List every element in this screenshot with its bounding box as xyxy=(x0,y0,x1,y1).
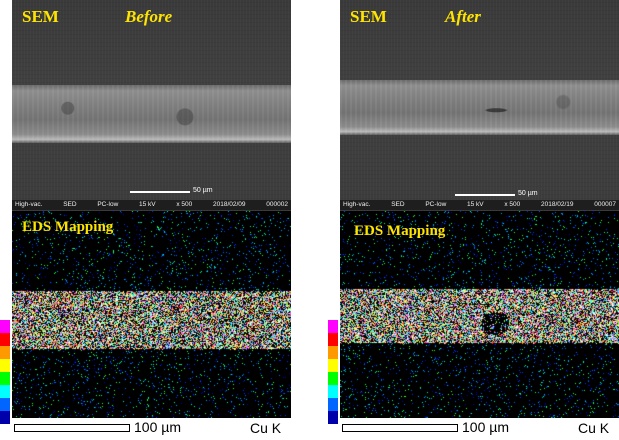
info-vacuum: High-vac. xyxy=(343,201,371,208)
info-date: 2018/02/19 xyxy=(541,201,574,208)
legend-swatch xyxy=(0,385,10,398)
info-voltage: 15 kV xyxy=(139,201,156,208)
legend-swatch xyxy=(328,411,338,424)
state-label-after: After xyxy=(445,7,481,26)
legend-swatch xyxy=(328,320,338,333)
eds-map-canvas-before xyxy=(12,211,291,418)
info-magnification: x 500 xyxy=(504,201,521,208)
element-label-before: Cu K xyxy=(250,420,282,436)
sem-info-bar-before: High-vac. SED PC-low 15 kV x 500 2018/02… xyxy=(12,200,291,210)
info-voltage: 15 kV xyxy=(467,201,484,208)
sem-scale-label-before: 50 µm xyxy=(193,187,213,194)
eds-map-canvas-after xyxy=(340,211,619,418)
info-vacuum: High-vac. xyxy=(15,201,43,208)
sem-label-before: SEM xyxy=(22,7,59,26)
legend-swatch xyxy=(328,398,338,411)
legend-swatch xyxy=(0,359,10,372)
info-mode: PC-low xyxy=(97,201,119,208)
info-date: 2018/02/09 xyxy=(213,201,246,208)
legend-swatch xyxy=(0,320,10,333)
legend-swatch xyxy=(328,333,338,346)
wire-after xyxy=(340,80,619,135)
color-legend-before xyxy=(0,320,10,424)
map-scalebar-after xyxy=(342,424,458,432)
legend-swatch xyxy=(0,346,10,359)
legend-swatch xyxy=(0,372,10,385)
legend-swatch xyxy=(328,359,338,372)
sem-info-bar-after: High-vac. SED PC-low 15 kV x 500 2018/02… xyxy=(340,200,619,210)
sem-image-before: SEM Before 50 µm High-vac. SED PC-low 15… xyxy=(12,0,291,211)
info-mode: PC-low xyxy=(425,201,447,208)
sem-label-after: SEM xyxy=(350,7,387,26)
wire-before xyxy=(12,85,291,143)
map-scalebar-before xyxy=(14,424,130,432)
element-label-after: Cu K xyxy=(578,420,610,436)
info-detector: SED xyxy=(63,201,77,208)
sem-scale-label-after: 50 µm xyxy=(518,190,538,197)
eds-map-after: EDS Mapping xyxy=(340,211,619,418)
legend-swatch xyxy=(328,372,338,385)
info-image-number: 000002 xyxy=(266,201,288,208)
eds-label-before: EDS Mapping xyxy=(22,219,114,235)
sem-scalebar-after xyxy=(455,194,515,196)
eds-label-after: EDS Mapping xyxy=(354,223,446,239)
legend-swatch xyxy=(328,346,338,359)
legend-swatch xyxy=(0,333,10,346)
state-label-before: Before xyxy=(125,7,173,26)
sem-image-after: SEM After 50 µm High-vac. SED PC-low 15 … xyxy=(340,0,619,211)
info-detector: SED xyxy=(391,201,405,208)
sem-scalebar-before xyxy=(130,191,190,193)
legend-swatch xyxy=(328,385,338,398)
info-image-number: 000007 xyxy=(594,201,616,208)
map-scale-label-after: 100 µm xyxy=(462,419,509,435)
info-magnification: x 500 xyxy=(176,201,193,208)
color-legend-after xyxy=(328,320,338,424)
legend-swatch xyxy=(0,398,10,411)
legend-swatch xyxy=(0,411,10,424)
eds-map-before: EDS Mapping xyxy=(12,211,291,418)
map-scale-label-before: 100 µm xyxy=(134,419,181,435)
